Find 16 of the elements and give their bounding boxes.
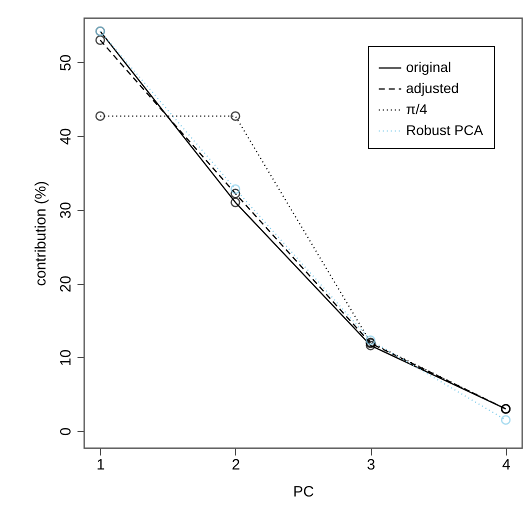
y-tick-label: 40 <box>58 128 74 145</box>
legend-label: adjusted <box>406 80 459 96</box>
y-tick-label: 10 <box>58 349 74 366</box>
legend-label: π/4 <box>406 101 428 117</box>
x-tick-label: 2 <box>232 456 240 474</box>
y-tick-label: 0 <box>58 427 74 436</box>
x-axis-title: PC <box>293 484 314 500</box>
x-tick-label: 3 <box>366 456 376 474</box>
y-axis-title: contribution (%) <box>32 180 50 286</box>
y-tick-label: 30 <box>58 202 74 219</box>
legend-label: Robust PCA <box>406 122 484 138</box>
legend-label: original <box>406 59 452 75</box>
y-tick-label: 20 <box>58 276 74 292</box>
y-tick-label: 50 <box>58 54 74 72</box>
x-tick-label: 1 <box>96 456 105 474</box>
x-tick-label: 4 <box>502 456 510 474</box>
